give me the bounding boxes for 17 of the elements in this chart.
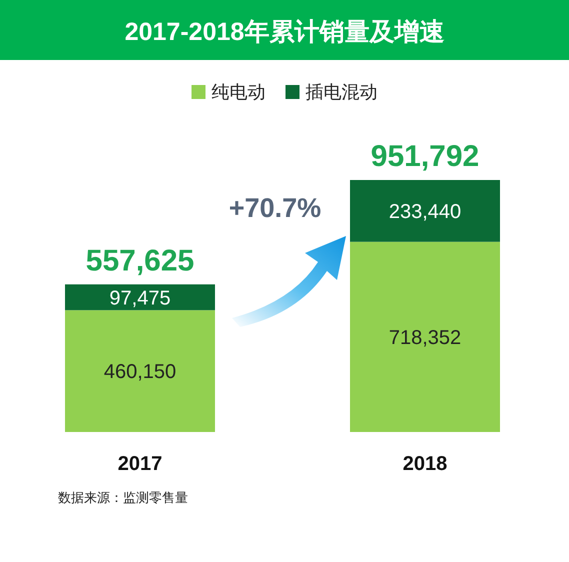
source-note: 数据来源：监测零售量 xyxy=(58,490,188,505)
data-label: 718,352 xyxy=(388,326,462,349)
annotation: +70.7% xyxy=(228,193,322,223)
legend-label: 纯电动 xyxy=(212,82,266,102)
bar xyxy=(65,284,215,310)
bar xyxy=(350,242,500,432)
bar xyxy=(350,180,500,242)
chart-title: 2017-2018年累计销量及增速 xyxy=(124,18,444,46)
x-tick-label: 2018 xyxy=(402,453,448,475)
data-label: 233,440 xyxy=(388,200,462,223)
x-tick-label: 2017 xyxy=(118,453,162,475)
total-label: 951,792 xyxy=(370,140,480,173)
total-label: 557,625 xyxy=(86,244,194,278)
data-label: 97,475 xyxy=(109,287,171,310)
legend-label: 插电混动 xyxy=(306,82,378,102)
bar xyxy=(65,310,215,432)
data-label: 460,150 xyxy=(104,361,176,384)
